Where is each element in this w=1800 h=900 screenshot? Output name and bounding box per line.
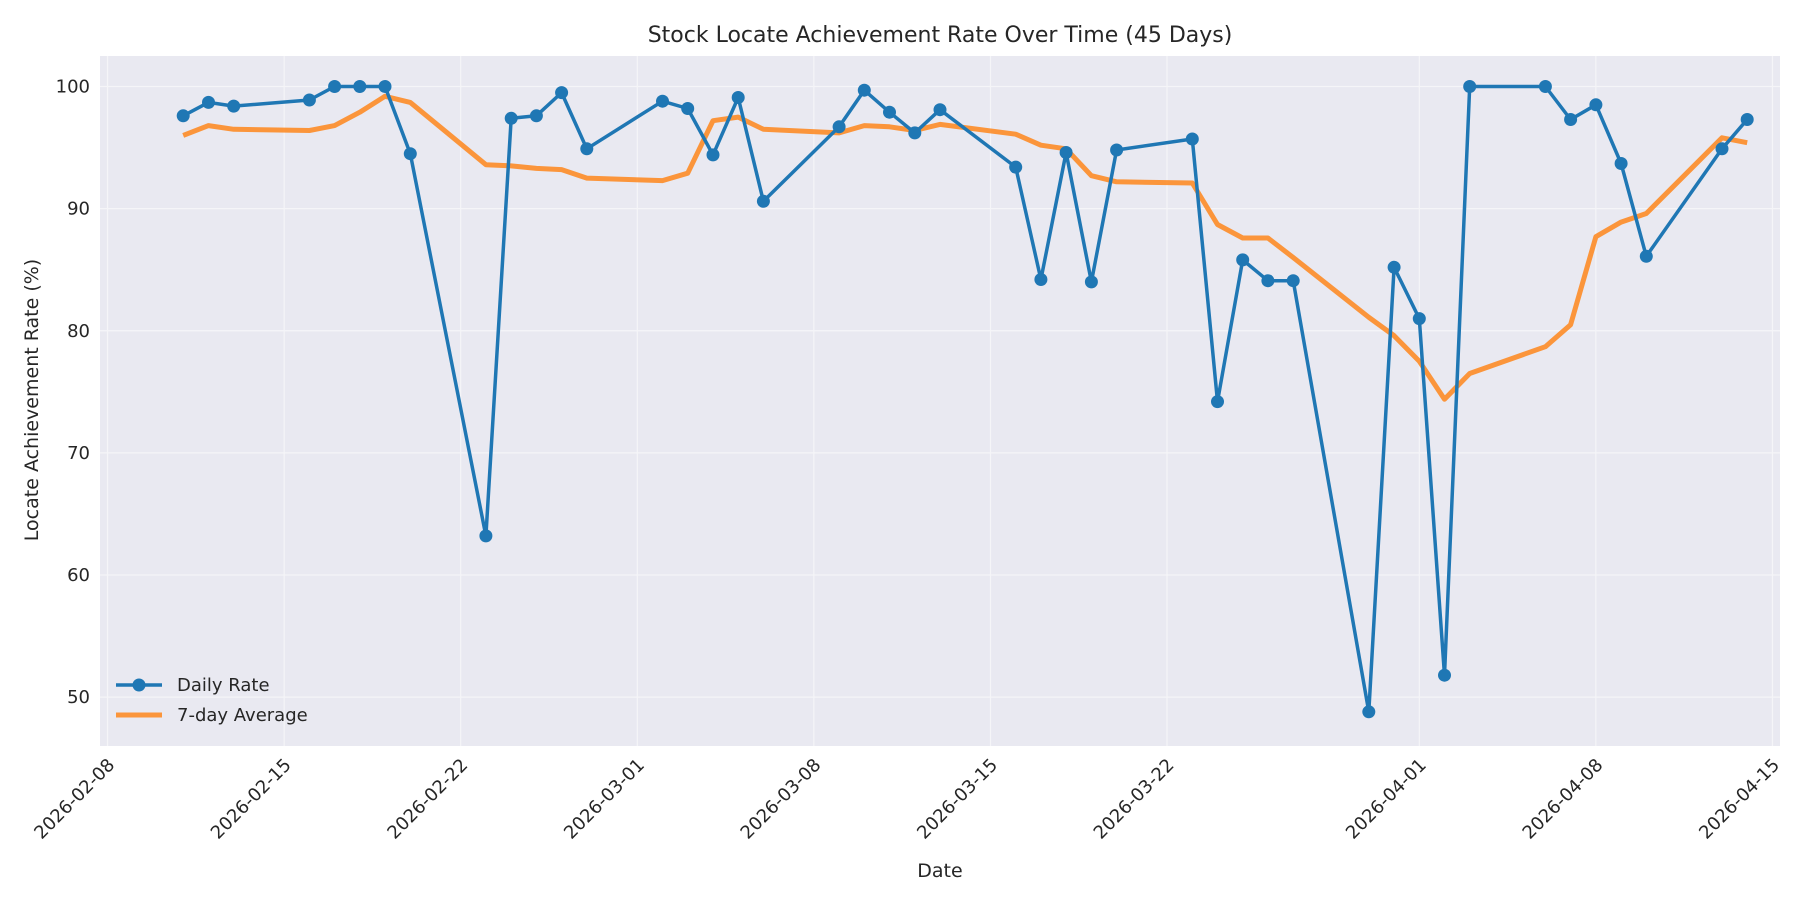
legend: Daily Rate 7-day Average (116, 675, 308, 726)
daily-rate-point (176, 109, 190, 123)
y-axis-label: Locate Achievement Rate (%) (21, 259, 43, 541)
daily-rate-point (1740, 113, 1754, 126)
daily-rate-point (378, 80, 392, 93)
daily-rate-point (479, 529, 493, 543)
x-axis-label: Date (917, 860, 962, 882)
y-tick-label: 100 (56, 77, 90, 98)
daily-rate-point (580, 142, 594, 156)
daily-rate-point (1286, 274, 1300, 288)
daily-rate-point (1614, 157, 1628, 170)
daily-rate-point (1387, 260, 1401, 274)
y-tick-label: 80 (67, 321, 90, 342)
y-tick-label: 50 (67, 687, 90, 708)
x-tick-label: 2026-02-15 (207, 755, 296, 844)
daily-rate-point (832, 120, 846, 134)
x-tick-label: 2026-02-08 (30, 755, 119, 844)
daily-rate-point (529, 109, 543, 123)
x-tick-label: 2026-03-08 (737, 755, 826, 844)
daily-rate-point (1589, 98, 1603, 112)
daily-rate-point (1236, 253, 1250, 267)
daily-rate-point (227, 99, 241, 113)
x-tick-label: 2026-04-01 (1342, 755, 1431, 844)
daily-rate-point (403, 147, 417, 161)
series-daily-rate (176, 80, 1754, 719)
daily-rate-point (202, 95, 215, 109)
daily-rate-point (756, 194, 770, 208)
x-tick-label: 2026-03-22 (1090, 755, 1179, 844)
x-tick-label: 2026-04-08 (1519, 755, 1608, 844)
x-tick-label: 2026-03-15 (913, 755, 1002, 844)
daily-rate-point (1463, 80, 1477, 93)
daily-rate-point (656, 94, 669, 108)
daily-rate-point (302, 93, 316, 107)
daily-rate-point (731, 91, 745, 104)
daily-rate-point (1261, 274, 1275, 288)
daily-rate-point (1185, 132, 1199, 146)
y-tick-label: 60 (67, 565, 90, 586)
daily-rate-point (1564, 113, 1578, 126)
daily-rate-point (353, 80, 367, 93)
daily-rate-point (504, 111, 518, 125)
x-tick-label: 2026-03-01 (560, 755, 649, 844)
daily-rate-point (908, 126, 922, 140)
y-axis-ticks: 50 60 70 80 90 100 (56, 77, 90, 709)
daily-rate-point (1362, 705, 1376, 719)
daily-rate-point (681, 102, 695, 115)
daily-rate-point (706, 148, 720, 162)
series-7-day-average (182, 93, 1748, 402)
y-tick-label: 90 (67, 199, 90, 220)
x-axis-ticks: 2026-02-08 2026-02-15 2026-02-22 2026-03-01… (30, 755, 1784, 844)
daily-rate-point (555, 86, 569, 100)
daily-rate-point (933, 103, 947, 117)
daily-rate-point (883, 105, 896, 119)
daily-rate-point (1538, 80, 1552, 93)
x-tick-label: 2026-02-22 (383, 755, 472, 844)
daily-rate-point (1059, 146, 1073, 159)
daily-rate-point (1412, 312, 1426, 326)
daily-rate-point (1034, 273, 1048, 286)
daily-rate-point (1110, 143, 1124, 157)
chart-title: Stock Locate Achievement Rate Over Time … (648, 23, 1233, 48)
daily-rate-point (1009, 160, 1023, 174)
plot-background (100, 56, 1780, 746)
x-tick-label: 2026-04-15 (1695, 755, 1784, 844)
average-line (182, 93, 1748, 402)
daily-rate-point (1438, 668, 1451, 682)
legend-average-label: 7-day Average (177, 705, 308, 726)
legend-daily-label: Daily Rate (177, 675, 270, 696)
legend-daily-marker (132, 678, 146, 692)
daily-rate-point (1715, 142, 1729, 156)
daily-rate-point (1084, 275, 1098, 289)
daily-rate-point (1211, 395, 1224, 409)
daily-rate-point (857, 83, 871, 97)
daily-rate-point (328, 80, 342, 93)
daily-rate-point (1639, 249, 1653, 263)
y-tick-label: 70 (67, 443, 90, 464)
